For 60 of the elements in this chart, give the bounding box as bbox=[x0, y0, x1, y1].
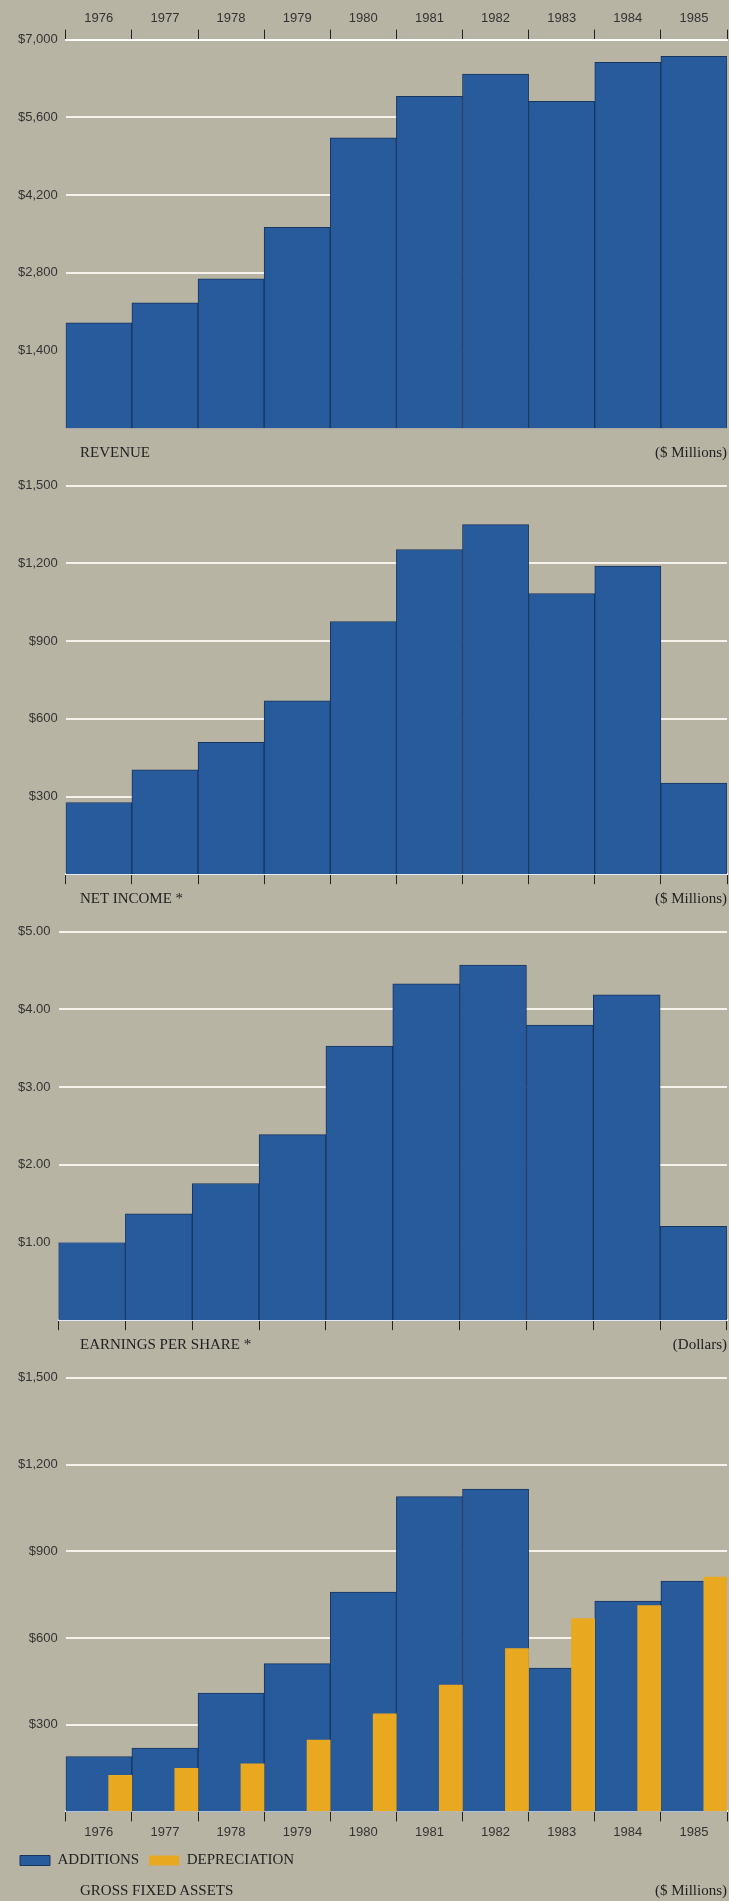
y-tick-label: $1,500 bbox=[18, 1369, 58, 1385]
bar bbox=[637, 1605, 662, 1812]
y-tick-label: $5.00 bbox=[17, 923, 51, 939]
x-tick-label: 1984 bbox=[613, 10, 643, 26]
x-tick-label: 1977 bbox=[150, 10, 180, 26]
bar bbox=[108, 1774, 133, 1812]
text: (Dollars) bbox=[672, 1336, 727, 1354]
bar bbox=[703, 1576, 727, 1812]
y-tick-label: $1,500 bbox=[18, 477, 58, 493]
x-tick-label: 1978 bbox=[216, 1823, 246, 1839]
text: NET INCOME * bbox=[80, 890, 184, 908]
y-tick-label: $7,000 bbox=[18, 31, 58, 47]
x-tick-label: 1979 bbox=[282, 1823, 312, 1839]
x-tick-label: 1981 bbox=[414, 1823, 444, 1839]
y-tick-label: $2,800 bbox=[18, 264, 58, 280]
legend-label: ADDITIONS bbox=[57, 1851, 140, 1868]
y-tick-label: $5,600 bbox=[18, 108, 58, 124]
x-tick-label: 1981 bbox=[414, 10, 444, 26]
y-tick-label: $2.00 bbox=[17, 1156, 51, 1172]
y-tick-label: $4.00 bbox=[17, 1001, 51, 1017]
text: ($ Millions) bbox=[654, 444, 727, 462]
x-tick-label: 1976 bbox=[84, 10, 114, 26]
x-tick-label: 1982 bbox=[481, 1823, 511, 1839]
x-tick-label: 1983 bbox=[547, 1823, 577, 1839]
bar bbox=[372, 1713, 397, 1812]
y-tick-label: $900 bbox=[28, 1542, 58, 1558]
y-tick-label: $1.00 bbox=[17, 1234, 51, 1250]
y-tick-label: $1,200 bbox=[18, 1456, 58, 1472]
y-tick-label: $3.00 bbox=[17, 1078, 51, 1094]
x-tick-label: 1983 bbox=[547, 10, 577, 26]
x-tick-label: 1982 bbox=[481, 10, 511, 26]
text: REVENUE bbox=[80, 444, 150, 462]
y-tick-label: $300 bbox=[28, 1716, 58, 1732]
x-tick-label: 1977 bbox=[150, 1823, 180, 1839]
x-tick-label: 1979 bbox=[282, 10, 312, 26]
bar bbox=[571, 1618, 596, 1812]
y-tick-label: $1,400 bbox=[18, 342, 58, 358]
x-tick-label: 1978 bbox=[216, 10, 246, 26]
y-tick-label: $1,200 bbox=[18, 555, 58, 571]
y-tick-label: $600 bbox=[28, 1629, 58, 1645]
bar bbox=[240, 1763, 265, 1812]
x-tick-label: 1985 bbox=[679, 1823, 709, 1839]
x-tick-label: 1984 bbox=[613, 1823, 643, 1839]
y-tick-label: $4,200 bbox=[18, 186, 58, 202]
text: EARNINGS PER SHARE * bbox=[80, 1336, 252, 1354]
bar bbox=[438, 1684, 463, 1812]
x-tick-label: 1985 bbox=[679, 10, 709, 26]
x-tick-label: 1980 bbox=[348, 10, 378, 26]
y-tick-label: $600 bbox=[28, 710, 58, 726]
text: GROSS FIXED ASSETS bbox=[80, 1882, 234, 1900]
bar bbox=[505, 1648, 529, 1812]
bar bbox=[306, 1739, 331, 1812]
legend-label: DEPRECIATION bbox=[186, 1851, 295, 1868]
bar bbox=[174, 1768, 199, 1812]
y-tick-label: $300 bbox=[28, 788, 58, 804]
y-tick-label: $900 bbox=[28, 632, 58, 648]
x-tick-label: 1980 bbox=[348, 1823, 378, 1839]
x-tick-label: 1976 bbox=[84, 1823, 114, 1839]
text: ($ Millions) bbox=[654, 890, 727, 908]
text: ($ Millions) bbox=[654, 1882, 727, 1900]
